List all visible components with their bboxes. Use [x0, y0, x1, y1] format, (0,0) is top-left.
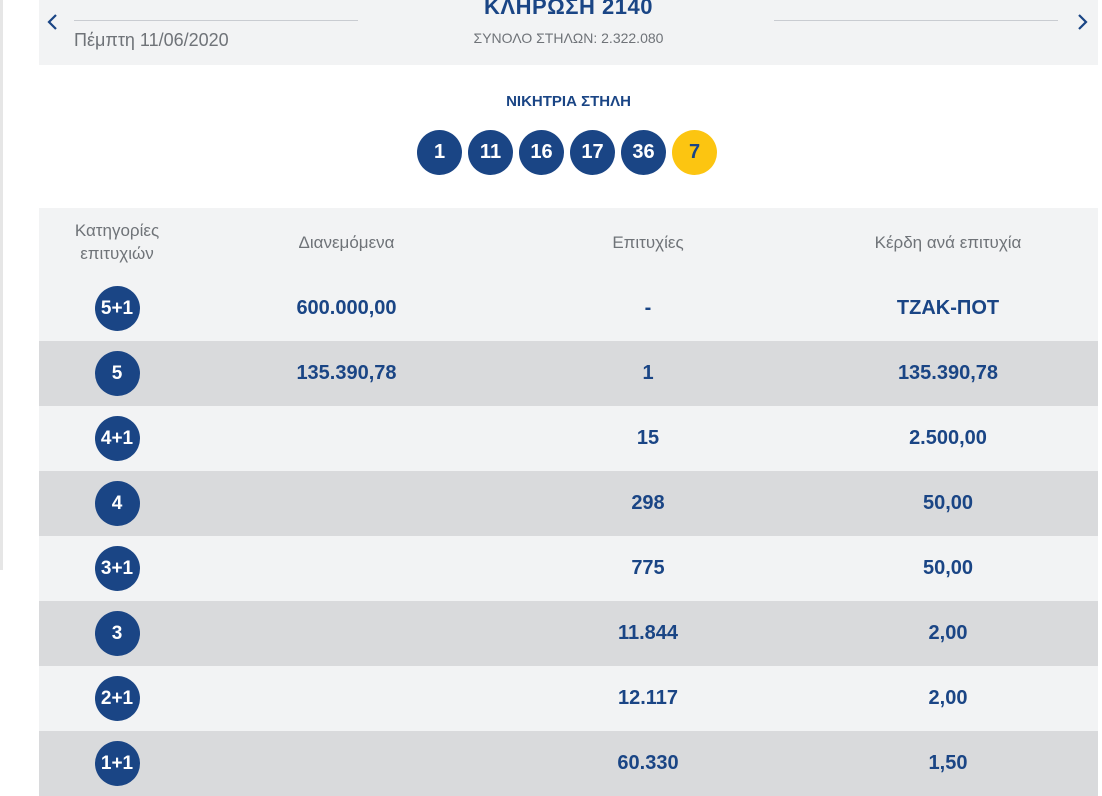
joker-number-ball: 7 [672, 130, 717, 175]
chevron-left-icon [47, 14, 57, 30]
draw-header: Πέμπτη 11/06/2020 ΚΛΗΡΩΣΗ 2140 ΣΥΝΟΛΟ ΣΤ… [39, 0, 1098, 65]
winners-value: - [644, 297, 652, 319]
category-badge: 2+1 [94, 676, 140, 721]
winners-value: 11.844 [617, 622, 679, 644]
page-left-edge [0, 0, 3, 570]
prize-value: 2,00 [928, 687, 968, 709]
category-badge: 3+1 [94, 546, 140, 591]
header-divider-right [774, 20, 1058, 21]
total-columns: ΣΥΝΟΛΟ ΣΤΗΛΩΝ: 2.322.080 [473, 30, 664, 46]
category-badge: 1+1 [94, 741, 140, 786]
prize-value: 50,00 [922, 492, 974, 514]
winners-value: 1 [642, 362, 654, 384]
table-header-row: Κατηγορίες επιτυχιών Διανεμόμενα Επιτυχί… [39, 208, 1098, 276]
draw-date: Πέμπτη 11/06/2020 [74, 30, 229, 50]
winners-value: 775 [631, 557, 665, 579]
category-badge: 3 [94, 611, 140, 656]
category-badge: 5 [94, 351, 140, 396]
next-draw-button[interactable] [1069, 8, 1095, 36]
header-divider-left [74, 20, 358, 21]
prize-table: Κατηγορίες επιτυχιών Διανεμόμενα Επιτυχί… [39, 208, 1098, 796]
winners-value: 60.330 [617, 752, 679, 774]
winners-value: 12.117 [617, 687, 679, 709]
prize-value: 50,00 [922, 557, 974, 579]
winners-value: 15 [636, 427, 660, 449]
header-category: Κατηγορίες επιτυχιών [74, 221, 160, 263]
table-row: 1+1 60.330 1,50 [39, 731, 1098, 796]
prize-value: 2,00 [928, 622, 968, 644]
winning-number-ball: 16 [519, 130, 564, 175]
table-row: 3+1 775 50,00 [39, 536, 1098, 601]
table-row: 4 298 50,00 [39, 471, 1098, 536]
table-row: 3 11.844 2,00 [39, 601, 1098, 666]
winning-number-ball: 17 [570, 130, 615, 175]
prize-value: 1,50 [928, 752, 968, 774]
table-row: 2+1 12.117 2,00 [39, 666, 1098, 731]
table-row: 4+1 15 2.500,00 [39, 406, 1098, 471]
prize-value: 135.390,78 [897, 362, 999, 384]
category-badge: 5+1 [94, 286, 140, 331]
header-distributed: Διανεμόμενα [298, 232, 395, 252]
category-badge: 4 [94, 481, 140, 526]
distributed-value: 600.000,00 [296, 297, 397, 319]
prize-value: 2.500,00 [909, 427, 987, 449]
header-prize: Κέρδη ανά επιτυχία [874, 232, 1022, 252]
previous-draw-button[interactable] [40, 8, 66, 36]
winning-column-title: ΝΙΚΗΤΡΙΑ ΣΤΗΛΗ [506, 93, 631, 110]
table-row: 5 135.390,78 1 135.390,78 [39, 341, 1098, 406]
chevron-right-icon [1078, 14, 1088, 30]
winning-number-ball: 1 [417, 130, 462, 175]
prize-value: ΤΖΑΚ-ΠΟΤ [896, 297, 1000, 319]
category-badge: 4+1 [94, 416, 140, 461]
table-row: 5+1 600.000,00 - ΤΖΑΚ-ΠΟΤ [39, 276, 1098, 341]
draw-title: ΚΛΗΡΩΣΗ 2140 [484, 0, 653, 19]
winning-number-ball: 11 [468, 130, 513, 175]
winning-numbers: 1 11 16 17 36 7 [417, 130, 717, 175]
distributed-value: 135.390,78 [296, 362, 397, 384]
winners-value: 298 [631, 492, 665, 514]
winning-number-ball: 36 [621, 130, 666, 175]
header-winners: Επιτυχίες [612, 232, 684, 252]
